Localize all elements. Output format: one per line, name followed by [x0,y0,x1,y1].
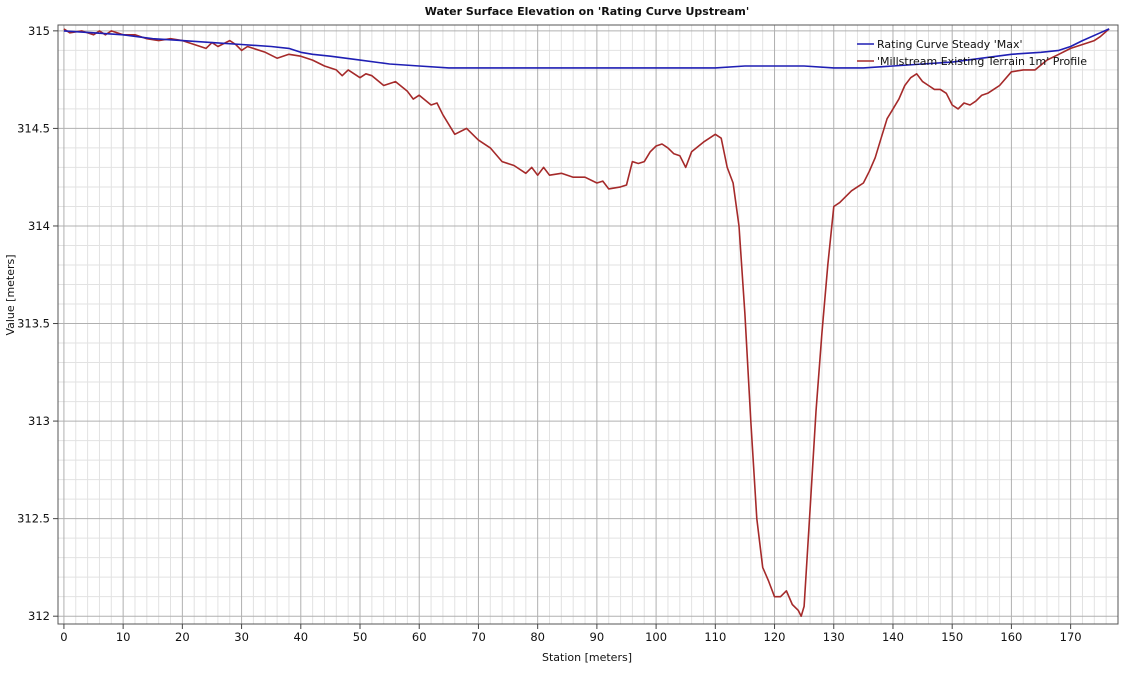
x-tick-label: 30 [234,630,249,644]
chart-title: Water Surface Elevation on 'Rating Curve… [425,5,750,18]
x-tick-label: 20 [175,630,190,644]
grid [58,25,1119,624]
y-tick-label: 312.5 [17,512,50,526]
y-tick-label: 313 [28,414,50,428]
legend-label-rating-curve: Rating Curve Steady 'Max' [877,38,1023,51]
x-tick-label: 10 [116,630,131,644]
x-tick-label: 50 [353,630,368,644]
y-tick-label: 314 [28,219,50,233]
x-tick-label: 80 [530,630,545,644]
x-tick-label: 90 [590,630,605,644]
y-tick-label: 315 [28,24,50,38]
y-tick-label: 314.5 [17,121,50,135]
x-tick-label: 0 [60,630,67,644]
y-axis-title: Value [meters] [4,254,17,335]
series-layer [63,28,1110,618]
x-axis-title: Station [meters] [542,651,632,664]
y-tick-label: 313.5 [17,317,50,331]
x-tick-label: 40 [293,630,308,644]
series-line-rating-curve [63,28,1110,69]
x-tick-label: 70 [471,630,486,644]
series-line-terrain-profile [63,28,1110,618]
x-tick-label: 170 [1060,630,1082,644]
y-tick-label: 312 [28,609,50,623]
legend: Rating Curve Steady 'Max' 'Millstream Ex… [857,38,1087,68]
x-tick-label: 60 [412,630,427,644]
x-tick-label: 110 [704,630,726,644]
x-tick-label: 100 [645,630,667,644]
x-tick-label: 130 [823,630,845,644]
plot-frame [57,24,1119,625]
x-tick-label: 120 [764,630,786,644]
legend-label-terrain-profile: 'Millstream Existing Terrain 1m' Profile [877,55,1087,68]
x-tick-label: 150 [941,630,963,644]
x-tick-label: 160 [1000,630,1022,644]
axes: 0 10 20 30 40 50 60 70 80 90 100 110 120 130 140 150 160… [17,24,1082,644]
x-tick-label: 140 [882,630,904,644]
